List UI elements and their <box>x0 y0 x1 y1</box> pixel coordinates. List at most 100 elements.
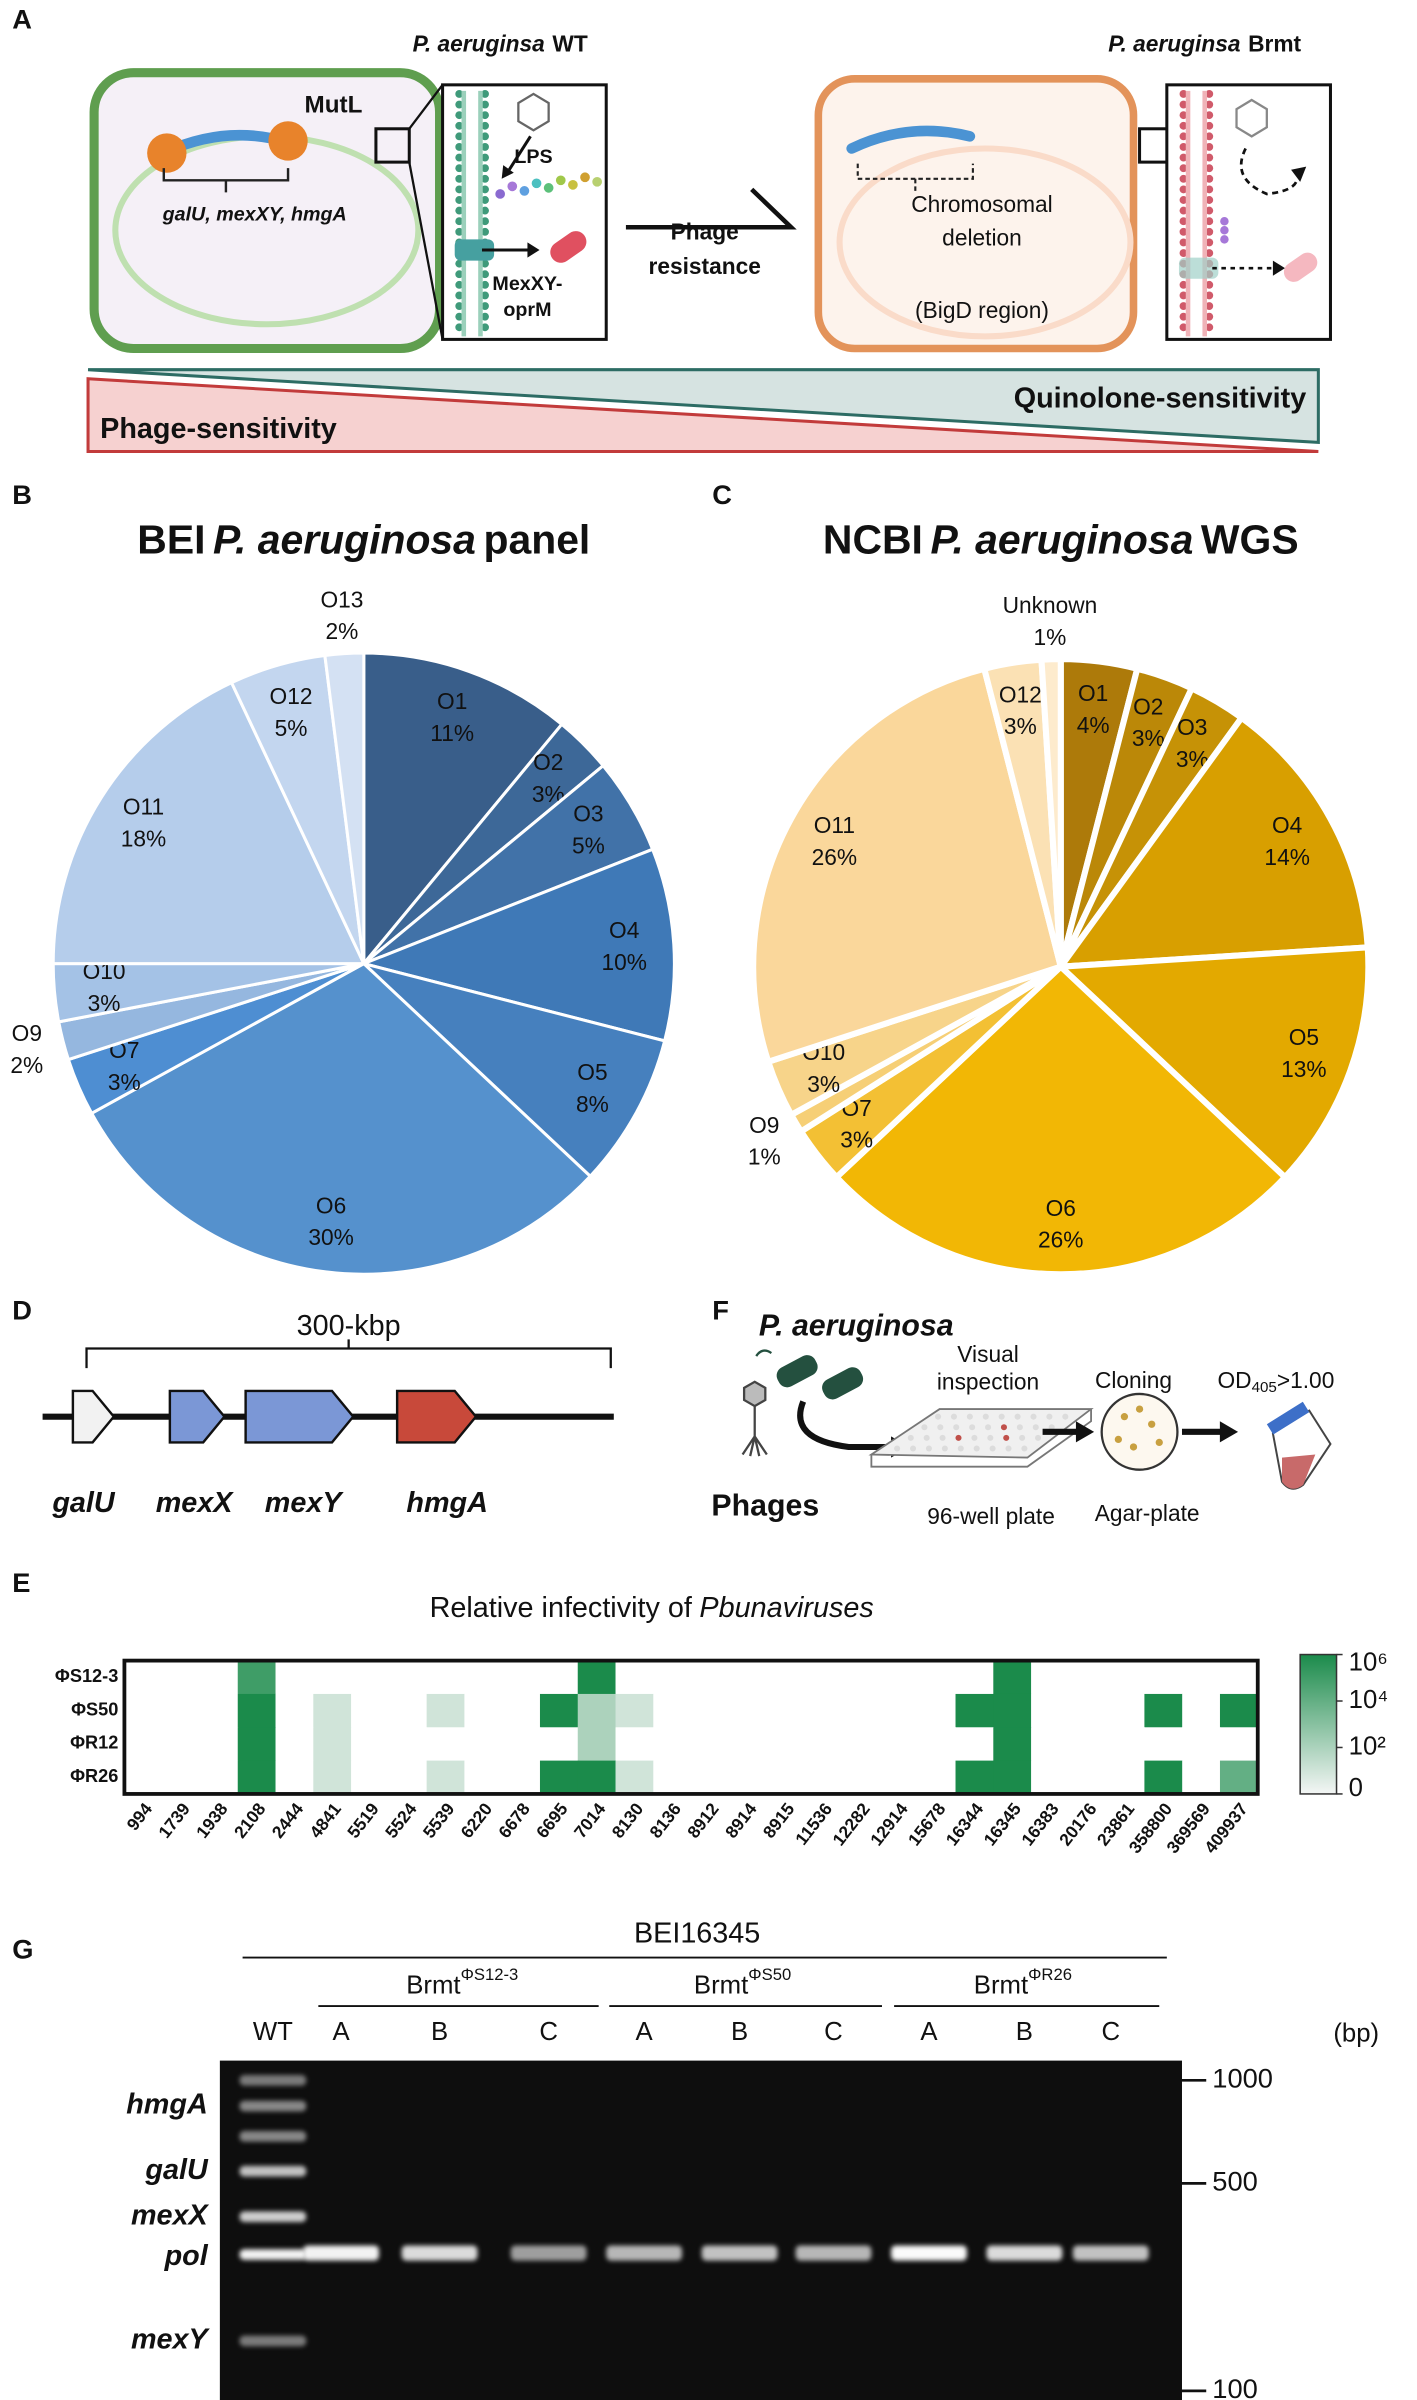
zoom-square <box>374 127 411 164</box>
well <box>1062 1413 1069 1420</box>
membrane-bead <box>481 280 489 289</box>
column-label: 16344 <box>942 1799 988 1850</box>
gel-band <box>891 2245 967 2261</box>
heat-cell <box>804 1727 843 1762</box>
chart-title-part: Relative infectivity of <box>430 1592 693 1624</box>
heat-cell <box>1182 1693 1221 1728</box>
slice-value: 4% <box>1077 712 1110 738</box>
well <box>966 1413 973 1420</box>
column-label: 6678 <box>494 1799 534 1842</box>
well <box>1016 1424 1023 1431</box>
membrane-bead <box>1179 132 1188 141</box>
membrane-bead <box>455 302 464 310</box>
column-label: 1938 <box>192 1799 232 1842</box>
gel-band <box>986 2245 1063 2261</box>
heat-cell <box>917 1727 956 1762</box>
phage-label: Phage-sensitivity <box>100 413 337 445</box>
slice-value: 3% <box>1004 713 1037 739</box>
heat-cell <box>842 1660 881 1695</box>
heat-cell <box>313 1660 352 1695</box>
heat-cell <box>1219 1727 1259 1762</box>
slice-value: 1% <box>748 1144 781 1170</box>
column-label: 8912 <box>683 1799 723 1842</box>
heat-cell <box>162 1727 201 1762</box>
heat-cell <box>766 1693 805 1728</box>
slice-value: 3% <box>807 1071 840 1097</box>
membrane-bead <box>1179 185 1188 194</box>
heat-cell <box>917 1760 956 1795</box>
column-label: 994 <box>122 1799 156 1834</box>
gene-label: galU <box>51 1487 116 1519</box>
heat-cell <box>502 1693 541 1728</box>
heat-cell <box>237 1760 276 1795</box>
group-label-part: Brmt <box>974 1971 1028 1999</box>
membrane-bead <box>1205 100 1214 109</box>
membrane-bead <box>1179 174 1188 183</box>
membrane-bead <box>1205 164 1214 173</box>
slice-value: 30% <box>308 1224 353 1250</box>
well <box>939 1434 946 1441</box>
heat-cell <box>124 1760 163 1795</box>
well-plate-side <box>870 1409 1092 1468</box>
group-label-part: Brmt <box>694 1971 748 1999</box>
row-label: ΦS12-3 <box>55 1666 118 1686</box>
membrane-bead <box>455 206 464 215</box>
well <box>1046 1413 1053 1420</box>
heat-cell <box>955 1693 994 1728</box>
lane-label: B <box>1016 2018 1033 2046</box>
slice-value: 5% <box>275 715 308 741</box>
heat-cell <box>842 1760 881 1795</box>
gel <box>219 2060 1182 2400</box>
membrane-bead <box>455 259 464 268</box>
heat-cell <box>653 1727 692 1762</box>
arrow-head <box>501 165 514 179</box>
membrane-bead <box>1205 249 1214 257</box>
heat-cell <box>1068 1693 1108 1728</box>
heat-cell <box>124 1660 163 1695</box>
column-label: 12282 <box>828 1799 874 1849</box>
pie-slice <box>1057 714 1371 970</box>
gel-band <box>1072 2245 1149 2261</box>
membrane-bead <box>1205 185 1214 194</box>
heat-cell <box>539 1660 579 1695</box>
brmt-title-part: P. aeruginsa <box>1108 30 1240 56</box>
heat-cell <box>426 1760 465 1795</box>
panel-letter: F <box>712 1294 729 1325</box>
lps-label: LPS <box>514 146 552 168</box>
membrane-bead <box>1179 90 1188 98</box>
well <box>907 1434 914 1441</box>
heat-cell <box>237 1727 276 1762</box>
colony <box>1155 1438 1163 1447</box>
ladder-label: 100 <box>1212 2373 1258 2400</box>
slice-name: O5 <box>577 1059 607 1085</box>
heat-cell <box>993 1760 1032 1795</box>
resistance-arrow <box>625 187 797 230</box>
heat-cell <box>502 1760 541 1795</box>
well <box>985 1424 992 1431</box>
od-label: OD405>1.00 <box>1218 1367 1335 1396</box>
membrane-bead <box>1205 291 1214 300</box>
column-label: 6220 <box>457 1799 497 1842</box>
colorbar-label: 0 <box>1349 1774 1363 1802</box>
slice-name: O11 <box>123 794 164 820</box>
slice-value: 14% <box>1264 844 1309 870</box>
membrane-bead <box>1179 153 1188 162</box>
slice-name: O11 <box>814 812 855 838</box>
heat-cell <box>842 1693 881 1728</box>
deleted-dna <box>846 125 976 154</box>
heat-cell <box>275 1760 314 1795</box>
pie-slice <box>362 651 564 966</box>
gene-arrow <box>168 1389 226 1444</box>
colorbar-label: 10⁴ <box>1349 1686 1389 1714</box>
well <box>1003 1434 1010 1441</box>
heat-cell <box>766 1660 805 1695</box>
chart-title-part: panel <box>483 516 590 562</box>
well <box>921 1424 928 1431</box>
gene-label: mexY <box>265 1487 345 1519</box>
colorbar <box>1299 1653 1338 1795</box>
well <box>971 1434 978 1441</box>
well <box>987 1434 994 1441</box>
quinolone-label: Quinolone-sensitivity <box>1014 383 1307 415</box>
heat-cell <box>1031 1760 1070 1795</box>
group-label-part: Brmt <box>406 1971 460 1999</box>
